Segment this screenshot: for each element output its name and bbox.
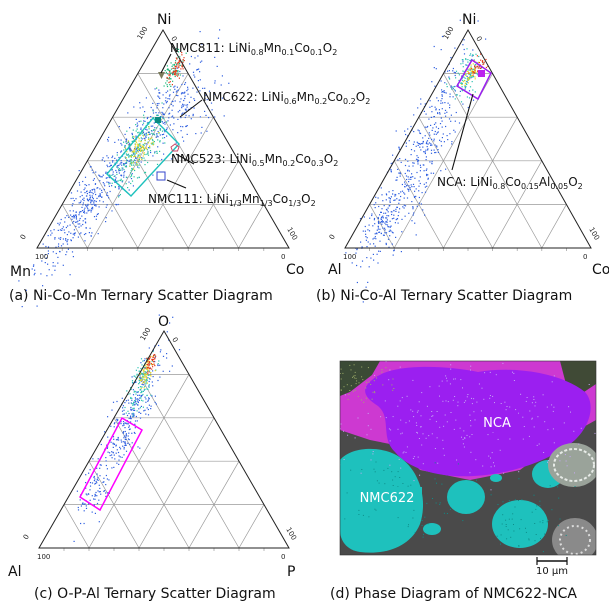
panel-d-nmc622-label: NMC622 — [360, 491, 415, 506]
panel-c-vertex-left: Al — [8, 564, 21, 580]
panel-a-nmc111-marker — [156, 171, 166, 181]
panel-a-nmc811-annotation: NMC811: LiNi0.8Mn0.1Co0.1O2 — [170, 41, 337, 57]
panel-c-scatter — [73, 314, 181, 542]
panel-c-vertex-top: O — [158, 314, 169, 330]
panel-a-nmc111-annotation: NMC111: LiNi1/3Mn1/3Co1/3O2 — [148, 192, 316, 208]
panel-a-nmc523-marker — [170, 143, 180, 152]
panel-b-triangle-frame — [344, 28, 592, 249]
panel-d-image-frame — [339, 360, 597, 556]
panel-b-tick-top-100: 100 — [442, 25, 456, 41]
panel-a-tick-right-100: 100 — [285, 226, 299, 242]
panel-a-nmc622-region — [106, 116, 180, 197]
panel-a-tick-left-0: 0 — [19, 233, 28, 241]
panel-b-tick-bottom-100: 100 — [343, 253, 356, 261]
panel-c-vertex-right: P — [287, 564, 295, 580]
panel-a-nmc523-leader — [175, 153, 195, 165]
panel-b-tick-bottom-0: 0 — [583, 253, 587, 261]
panel-a-nmc111-leader — [166, 179, 187, 189]
panel-c-tick-left-0: 0 — [22, 533, 31, 541]
panel-c-tick-top-0: 0 — [170, 336, 179, 344]
panel-c-region — [79, 416, 143, 512]
panel-a-tick-bottom-100: 100 — [35, 253, 48, 261]
panel-c-tick-top-100: 100 — [139, 326, 153, 342]
panel-d-nca-label: NCA — [483, 416, 511, 431]
panel-a-tick-top-0: 0 — [169, 35, 178, 43]
panel-a-caption: (a) Ni-Co-Mn Ternary Scatter Diagram — [9, 288, 273, 304]
panel-b-caption: (b) Ni-Co-Al Ternary Scatter Diagram — [316, 288, 572, 304]
panel-b-grid — [369, 73, 567, 251]
panel-a-nmc622-annotation: NMC622: LiNi0.6Mn0.2Co0.2O2 — [203, 90, 370, 106]
panel-a-scatter — [18, 29, 230, 308]
panel-b-tick-right-100: 100 — [587, 226, 601, 242]
panel-c-grid — [63, 374, 265, 551]
panel-b-tick-top-0: 0 — [474, 35, 483, 43]
panel-d-image — [340, 361, 596, 555]
panel-a-vertex-top: Ni — [157, 12, 171, 28]
panel-c-tick-right-100: 100 — [284, 526, 298, 542]
panel-b-vertex-right: Co — [592, 262, 609, 278]
panel-a-triangle-frame — [36, 29, 290, 249]
panel-a-tick-bottom-0: 0 — [281, 253, 285, 261]
panel-d-caption: (d) Phase Diagram of NMC622-NCA — [330, 586, 577, 602]
panel-b-tick-left-0: 0 — [328, 233, 337, 241]
panel-d-nca-label-box — [476, 412, 518, 432]
panel-a-nmc811-marker — [158, 72, 165, 79]
panel-b-nca-marker — [478, 70, 485, 77]
panel-a-nmc523-annotation: NMC523: LiNi0.5Mn0.2Co0.3O2 — [171, 152, 338, 168]
panel-c-tick-bottom-0: 0 — [281, 553, 285, 561]
panel-a-nmc622-marker — [155, 117, 161, 123]
panel-a-ternary: NMC811: LiNi0.8Mn0.1Co0.1O2 NMC622: LiNi… — [9, 12, 370, 308]
panel-d-phase-map: NCA NMC622 10 µm (d) Phase Diagram of NM… — [330, 360, 597, 602]
panel-b-vertex-left: Al — [328, 262, 341, 278]
panel-c-triangle-frame — [38, 329, 290, 549]
panel-c-ternary: O Al P 100 0 0 100 100 0 (c) O-P-Al Tern… — [8, 314, 298, 602]
panel-b-ternary: NCA: LiNi0.8Co0.15Al0.05O2 Ni Al Co 100 … — [316, 12, 609, 304]
panel-a-nmc622-leader — [179, 99, 203, 118]
panel-a-nmc811-leader — [160, 53, 172, 74]
panel-c-tick-bottom-100: 100 — [37, 553, 50, 561]
panel-c-caption: (c) O-P-Al Ternary Scatter Diagram — [34, 586, 276, 602]
panel-b-nca-region — [455, 58, 492, 101]
panel-a-tick-top-100: 100 — [136, 25, 150, 41]
panel-a-vertex-right: Co — [286, 262, 304, 278]
panel-d-scale-label: 10 µm — [536, 566, 568, 577]
panel-b-nca-annotation: NCA: LiNi0.8Co0.15Al0.05O2 — [437, 175, 583, 191]
panel-b-vertex-top: Ni — [462, 12, 476, 28]
panel-b-nca-leader — [451, 93, 474, 171]
panel-a-vertex-left: Mn — [10, 264, 31, 280]
panel-d-nmc622-label-box — [352, 487, 422, 507]
panel-a-grid — [61, 73, 265, 251]
